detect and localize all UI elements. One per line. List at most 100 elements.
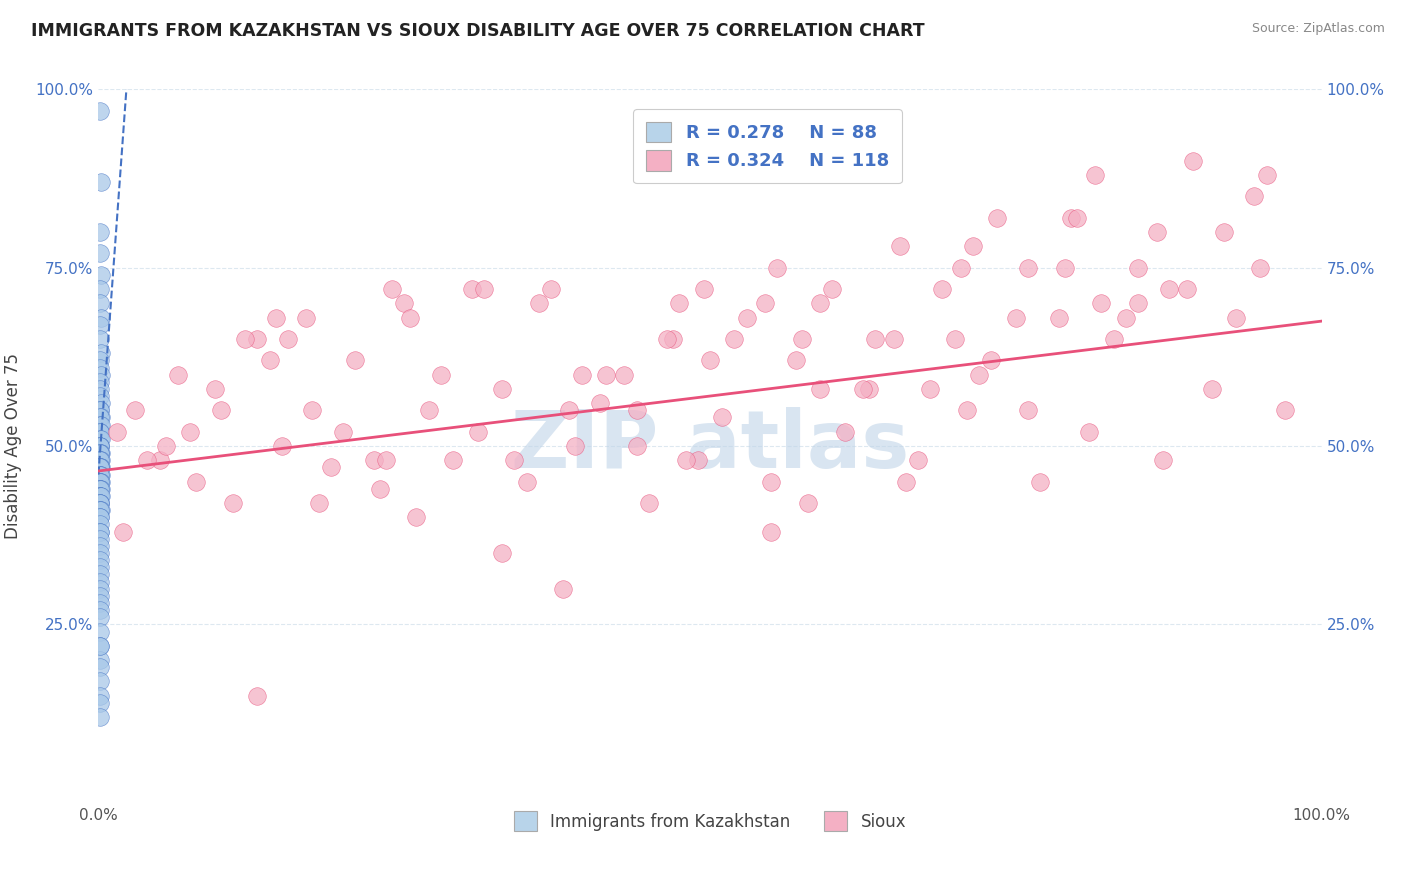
Point: [472, 282, 495, 296]
Point: [89, 382, 111, 396]
Point: [89, 510, 111, 524]
Point: [89, 553, 111, 567]
Point: [441, 453, 464, 467]
Point: [89, 482, 111, 496]
Point: [1128, 260, 1150, 275]
Point: [626, 439, 648, 453]
Point: [374, 453, 396, 467]
Point: [89, 425, 111, 439]
Point: [89, 624, 111, 639]
Point: [1249, 260, 1271, 275]
Point: [89, 482, 111, 496]
Point: [89, 524, 111, 539]
Point: [1256, 168, 1278, 182]
Point: [467, 425, 489, 439]
Point: [90, 175, 112, 189]
Point: [89, 467, 111, 482]
Point: [89, 524, 111, 539]
Point: [89, 496, 111, 510]
Point: [90, 346, 112, 360]
Point: [808, 296, 831, 310]
Point: [89, 503, 111, 517]
Point: [1066, 211, 1088, 225]
Point: [90, 453, 112, 467]
Point: [319, 460, 342, 475]
Point: [1017, 260, 1039, 275]
Point: [89, 489, 111, 503]
Point: [595, 368, 617, 382]
Point: [527, 296, 550, 310]
Point: [344, 353, 367, 368]
Point: [301, 403, 323, 417]
Point: [761, 524, 783, 539]
Point: [89, 539, 111, 553]
Point: [491, 546, 513, 560]
Point: [711, 410, 734, 425]
Point: [540, 282, 562, 296]
Point: [89, 610, 111, 624]
Point: [209, 403, 232, 417]
Text: IMMIGRANTS FROM KAZAKHSTAN VS SIOUX DISABILITY AGE OVER 75 CORRELATION CHART: IMMIGRANTS FROM KAZAKHSTAN VS SIOUX DISA…: [31, 22, 925, 40]
Point: [889, 239, 911, 253]
Point: [962, 239, 984, 253]
Point: [233, 332, 256, 346]
Point: [89, 589, 111, 603]
Point: [558, 403, 581, 417]
Point: [89, 560, 111, 574]
Point: [89, 475, 111, 489]
Point: [368, 482, 391, 496]
Point: [1175, 282, 1198, 296]
Point: [186, 475, 208, 489]
Point: [89, 567, 111, 582]
Point: [1084, 168, 1107, 182]
Point: [89, 389, 111, 403]
Point: [1060, 211, 1083, 225]
Point: [858, 382, 880, 396]
Point: [89, 689, 111, 703]
Point: [90, 417, 112, 432]
Point: [381, 282, 404, 296]
Point: [149, 453, 172, 467]
Point: [363, 453, 385, 467]
Point: [90, 467, 112, 482]
Point: [89, 660, 111, 674]
Point: [1090, 296, 1112, 310]
Point: [89, 489, 111, 503]
Point: [89, 375, 111, 389]
Point: [766, 260, 789, 275]
Point: [90, 268, 112, 282]
Point: [790, 332, 813, 346]
Point: [405, 510, 427, 524]
Point: [943, 332, 966, 346]
Point: [89, 360, 111, 375]
Point: [89, 417, 111, 432]
Point: [89, 475, 111, 489]
Text: ZIP atlas: ZIP atlas: [510, 407, 910, 485]
Point: [90, 396, 112, 410]
Point: [89, 475, 111, 489]
Point: [90, 460, 112, 475]
Point: [1146, 225, 1168, 239]
Point: [89, 496, 111, 510]
Y-axis label: Disability Age Over 75: Disability Age Over 75: [4, 353, 21, 539]
Point: [491, 382, 513, 396]
Point: [657, 332, 679, 346]
Point: [308, 496, 330, 510]
Point: [89, 403, 111, 417]
Point: [270, 439, 294, 453]
Point: [392, 296, 416, 310]
Point: [90, 475, 112, 489]
Point: [222, 496, 245, 510]
Point: [89, 318, 111, 332]
Point: [89, 225, 111, 239]
Point: [89, 410, 111, 425]
Point: [89, 332, 111, 346]
Point: [90, 503, 112, 517]
Point: [259, 353, 281, 368]
Point: [1157, 282, 1180, 296]
Point: [1128, 296, 1150, 310]
Point: [246, 332, 269, 346]
Point: [821, 282, 844, 296]
Point: [956, 403, 979, 417]
Point: [89, 439, 111, 453]
